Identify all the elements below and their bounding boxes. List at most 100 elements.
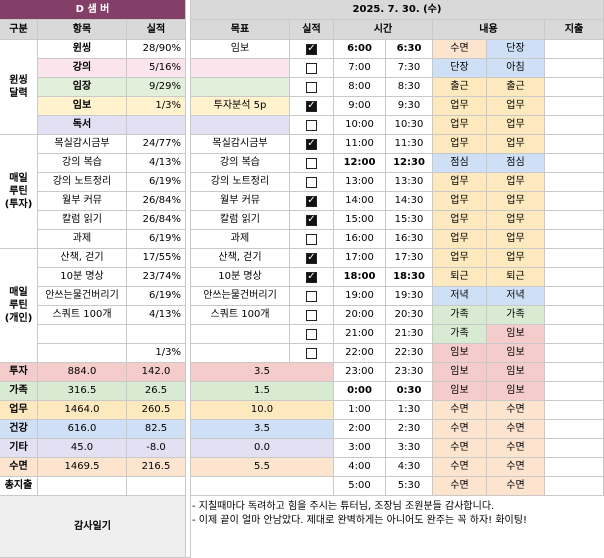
plan-content[interactable]: 수면 <box>433 40 487 59</box>
unchecked-checkbox[interactable] <box>306 347 317 359</box>
expense-cell[interactable] <box>545 116 604 135</box>
plan-content[interactable]: 수면 <box>433 439 487 458</box>
actual-content[interactable]: 출근 <box>487 78 545 97</box>
done-checkbox-cell[interactable]: ✓ <box>290 97 334 116</box>
actual-content[interactable]: 수면 <box>487 477 545 496</box>
expense-cell[interactable] <box>545 325 604 344</box>
plan-content[interactable]: 저녁 <box>433 287 487 306</box>
done-checkbox-cell[interactable] <box>290 325 334 344</box>
unchecked-checkbox[interactable] <box>306 290 317 302</box>
plan-content[interactable]: 수면 <box>433 458 487 477</box>
expense-cell[interactable] <box>545 344 604 363</box>
actual-content[interactable]: 수면 <box>487 458 545 477</box>
plan-content[interactable]: 수면 <box>433 477 487 496</box>
gratitude-text[interactable]: - 지칠때마다 독려하고 힘을 주시는 튜터님, 조장님 조원분들 감사합니다.… <box>192 500 602 528</box>
plan-content[interactable]: 임보 <box>433 344 487 363</box>
expense-cell[interactable] <box>545 458 604 477</box>
checked-checkbox[interactable]: ✓ <box>306 43 317 55</box>
done-checkbox-cell[interactable]: ✓ <box>290 211 334 230</box>
actual-content[interactable]: 업무 <box>487 135 545 154</box>
expense-cell[interactable] <box>545 135 604 154</box>
expense-cell[interactable] <box>545 363 604 382</box>
expense-cell[interactable] <box>545 287 604 306</box>
plan-content[interactable]: 업무 <box>433 135 487 154</box>
expense-cell[interactable] <box>545 154 604 173</box>
plan-content[interactable]: 업무 <box>433 230 487 249</box>
expense-cell[interactable] <box>545 40 604 59</box>
expense-cell[interactable] <box>545 401 604 420</box>
plan-content[interactable]: 수면 <box>433 420 487 439</box>
plan-content[interactable]: 업무 <box>433 192 487 211</box>
actual-content[interactable]: 퇴근 <box>487 268 545 287</box>
actual-content[interactable]: 업무 <box>487 230 545 249</box>
expense-cell[interactable] <box>545 59 604 78</box>
actual-content[interactable]: 임보 <box>487 382 545 401</box>
plan-content[interactable]: 퇴근 <box>433 268 487 287</box>
done-checkbox-cell[interactable] <box>290 230 334 249</box>
expense-cell[interactable] <box>545 439 604 458</box>
unchecked-checkbox[interactable] <box>306 157 317 169</box>
checked-checkbox[interactable]: ✓ <box>306 252 317 264</box>
plan-content[interactable]: 업무 <box>433 249 487 268</box>
unchecked-checkbox[interactable] <box>306 233 317 245</box>
unchecked-checkbox[interactable] <box>306 119 317 131</box>
actual-content[interactable]: 가족 <box>487 306 545 325</box>
expense-cell[interactable] <box>545 173 604 192</box>
done-checkbox-cell[interactable]: ✓ <box>290 249 334 268</box>
plan-content[interactable]: 출근 <box>433 78 487 97</box>
done-checkbox-cell[interactable] <box>290 154 334 173</box>
actual-content[interactable]: 임보 <box>487 325 545 344</box>
done-checkbox-cell[interactable]: ✓ <box>290 268 334 287</box>
done-checkbox-cell[interactable] <box>290 344 334 363</box>
actual-content[interactable]: 업무 <box>487 211 545 230</box>
expense-cell[interactable] <box>545 249 604 268</box>
done-checkbox-cell[interactable] <box>290 116 334 135</box>
checked-checkbox[interactable]: ✓ <box>306 100 317 112</box>
expense-cell[interactable] <box>545 268 604 287</box>
plan-content[interactable]: 업무 <box>433 97 487 116</box>
unchecked-checkbox[interactable] <box>306 62 317 74</box>
plan-content[interactable]: 업무 <box>433 116 487 135</box>
actual-content[interactable]: 업무 <box>487 97 545 116</box>
actual-content[interactable]: 업무 <box>487 249 545 268</box>
actual-content[interactable]: 점심 <box>487 154 545 173</box>
plan-content[interactable]: 단장 <box>433 59 487 78</box>
actual-content[interactable]: 임보 <box>487 363 545 382</box>
actual-content[interactable]: 수면 <box>487 401 545 420</box>
actual-content[interactable]: 수면 <box>487 439 545 458</box>
done-checkbox-cell[interactable]: ✓ <box>290 40 334 59</box>
expense-cell[interactable] <box>545 420 604 439</box>
actual-content[interactable]: 업무 <box>487 116 545 135</box>
actual-content[interactable]: 아침 <box>487 59 545 78</box>
done-checkbox-cell[interactable] <box>290 306 334 325</box>
actual-content[interactable]: 저녁 <box>487 287 545 306</box>
done-checkbox-cell[interactable]: ✓ <box>290 192 334 211</box>
checked-checkbox[interactable]: ✓ <box>306 271 317 283</box>
unchecked-checkbox[interactable] <box>306 176 317 188</box>
actual-content[interactable]: 수면 <box>487 420 545 439</box>
plan-content[interactable]: 가족 <box>433 306 487 325</box>
checked-checkbox[interactable]: ✓ <box>306 195 317 207</box>
expense-cell[interactable] <box>545 306 604 325</box>
unchecked-checkbox[interactable] <box>306 328 317 340</box>
expense-cell[interactable] <box>545 78 604 97</box>
expense-cell[interactable] <box>545 97 604 116</box>
unchecked-checkbox[interactable] <box>306 81 317 93</box>
done-checkbox-cell[interactable] <box>290 59 334 78</box>
plan-content[interactable]: 수면 <box>433 401 487 420</box>
actual-content[interactable]: 업무 <box>487 192 545 211</box>
checked-checkbox[interactable]: ✓ <box>306 214 317 226</box>
done-checkbox-cell[interactable] <box>290 173 334 192</box>
expense-cell[interactable] <box>545 192 604 211</box>
actual-content[interactable]: 단장 <box>487 40 545 59</box>
plan-content[interactable]: 가족 <box>433 325 487 344</box>
actual-content[interactable]: 업무 <box>487 173 545 192</box>
expense-cell[interactable] <box>545 477 604 496</box>
actual-content[interactable]: 임보 <box>487 344 545 363</box>
done-checkbox-cell[interactable]: ✓ <box>290 135 334 154</box>
plan-content[interactable]: 업무 <box>433 211 487 230</box>
checked-checkbox[interactable]: ✓ <box>306 138 317 150</box>
done-checkbox-cell[interactable] <box>290 78 334 97</box>
plan-content[interactable]: 임보 <box>433 382 487 401</box>
plan-content[interactable]: 업무 <box>433 173 487 192</box>
